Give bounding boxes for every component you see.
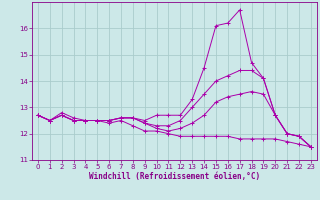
X-axis label: Windchill (Refroidissement éolien,°C): Windchill (Refroidissement éolien,°C) <box>89 172 260 181</box>
